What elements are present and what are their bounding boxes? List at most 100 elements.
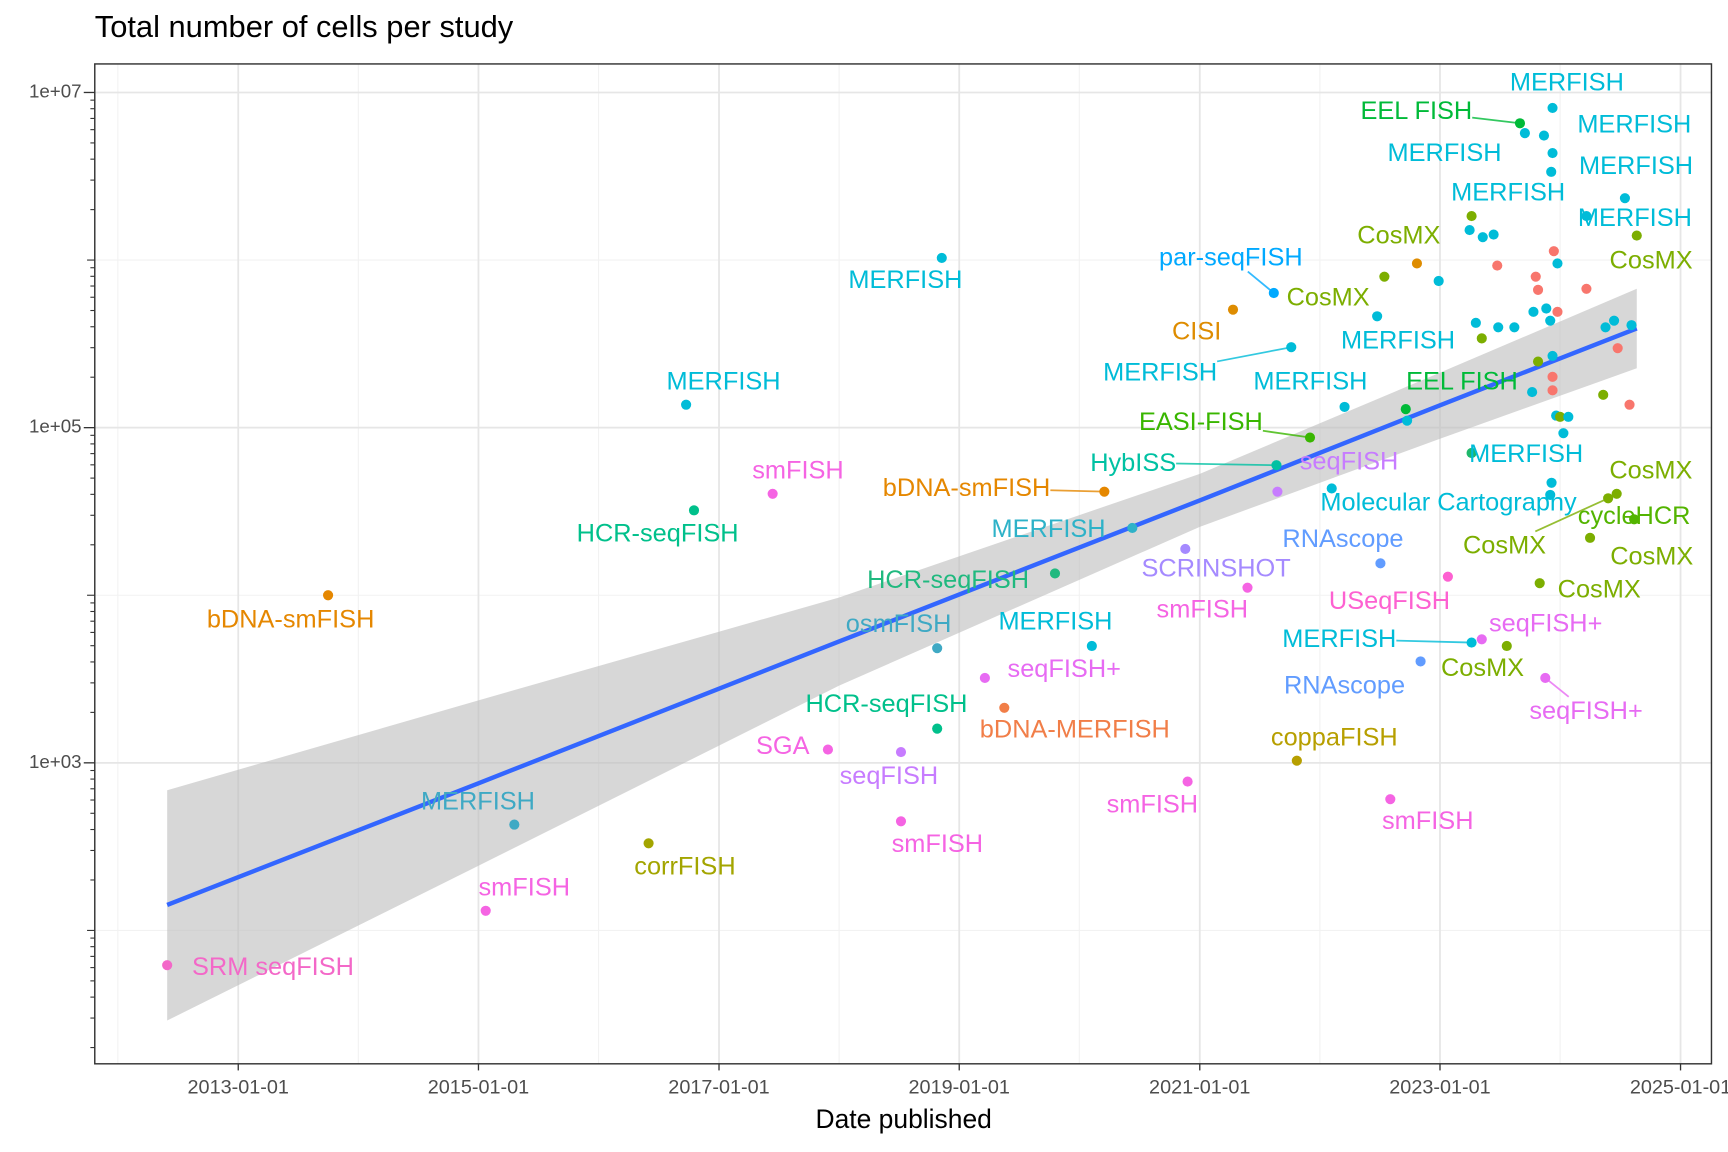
data-point — [1545, 489, 1556, 500]
data-point — [936, 252, 947, 263]
x-tick-label: 2019-01-01 — [909, 1076, 1010, 1098]
point-label: SRM seqFISH — [192, 953, 354, 981]
data-point — [1519, 128, 1530, 139]
data-point — [1099, 486, 1110, 497]
data-point — [1612, 343, 1623, 354]
data-point — [1598, 389, 1609, 400]
point-label: EEL FISH — [1406, 367, 1518, 395]
data-point — [1532, 284, 1544, 295]
point-label: EEL FISH — [1361, 97, 1473, 125]
point-label: HCR-seqFISH — [806, 690, 968, 718]
point-label: MERFISH — [1510, 68, 1624, 96]
point-label: MERFISH — [1577, 110, 1691, 138]
point-label: HCR-seqFISH — [577, 519, 739, 547]
point-label: par-seqFISH — [1159, 244, 1303, 272]
x-axis-title: Date published — [816, 1104, 992, 1134]
y-tick-label: 1e+07 — [29, 80, 82, 101]
data-point — [1476, 634, 1487, 645]
point-label: MERFISH — [1578, 204, 1692, 232]
label-leader — [1216, 346, 1292, 363]
data-point — [1626, 320, 1637, 331]
data-point — [1581, 211, 1592, 222]
data-point — [1600, 322, 1611, 333]
point-label: seqFISH+ — [1008, 655, 1121, 683]
data-point — [1442, 571, 1453, 582]
y-tick-label: 1e+03 — [29, 751, 82, 772]
point-label: CosMX — [1610, 247, 1693, 275]
data-point — [681, 399, 692, 410]
data-point — [1545, 315, 1556, 326]
data-point — [1631, 230, 1642, 241]
data-point — [1629, 514, 1640, 525]
point-label: RNAscope — [1282, 525, 1403, 553]
data-point — [643, 838, 654, 849]
data-point — [1608, 315, 1620, 326]
label-leader — [1534, 497, 1609, 533]
label-leader — [1544, 677, 1570, 698]
data-point — [1547, 102, 1558, 113]
point-label: smFISH — [1382, 807, 1474, 835]
data-point — [1548, 246, 1559, 257]
data-point — [999, 702, 1010, 713]
data-point — [1470, 317, 1481, 328]
data-point — [1466, 447, 1477, 459]
point-label: CISI — [1172, 317, 1221, 345]
plot-area — [162, 102, 1642, 1021]
point-label: MERFISH — [667, 367, 781, 395]
point-label: MERFISH — [998, 608, 1112, 636]
data-point — [979, 672, 990, 684]
chart-title: Total number of cells per study — [95, 9, 514, 44]
point-label: MERFISH — [1341, 326, 1455, 354]
label-leader — [1247, 270, 1275, 294]
data-point — [1527, 387, 1538, 398]
data-point — [895, 816, 907, 827]
data-point — [509, 819, 520, 830]
data-point — [1624, 399, 1635, 410]
data-point — [1584, 532, 1596, 543]
data-point — [1534, 578, 1545, 589]
data-point — [1509, 322, 1520, 333]
data-point — [1375, 558, 1386, 569]
data-point — [688, 505, 700, 516]
data-point — [1563, 411, 1574, 422]
point-label: bDNA-MERFISH — [980, 716, 1170, 744]
x-tick-label: 2023-01-01 — [1389, 1076, 1490, 1098]
data-point — [1291, 755, 1302, 766]
data-point — [1552, 258, 1563, 269]
data-point — [1547, 147, 1558, 159]
data-point — [1530, 271, 1541, 282]
data-point — [1528, 306, 1539, 317]
data-point — [1546, 166, 1557, 177]
point-label: MERFISH — [1579, 152, 1693, 180]
data-point — [1532, 356, 1544, 367]
x-tick-label: 2015-01-01 — [428, 1076, 529, 1098]
data-point — [1402, 415, 1413, 426]
data-point — [480, 905, 491, 916]
point-label: MERFISH — [1282, 625, 1396, 653]
point-label: MERFISH — [992, 515, 1106, 543]
data-point — [932, 723, 943, 734]
point-label: MERFISH — [1253, 367, 1367, 395]
data-point — [1547, 371, 1558, 382]
data-point — [1581, 283, 1592, 294]
point-label: seqFISH — [840, 762, 939, 790]
point-label: MERFISH — [848, 266, 962, 294]
data-point — [895, 746, 907, 758]
point-label: bDNA-smFISH — [883, 474, 1051, 502]
point-label: SCRINSHOT — [1142, 555, 1291, 583]
data-point — [1558, 428, 1569, 439]
label-leader — [1396, 639, 1472, 644]
data-point — [1400, 404, 1411, 415]
x-tick-label: 2025-01-01 — [1630, 1076, 1728, 1098]
data-point — [1611, 488, 1622, 499]
data-point — [1552, 306, 1563, 317]
point-label: CosMX — [1463, 531, 1546, 559]
data-point — [1127, 522, 1138, 534]
data-point — [1501, 640, 1512, 652]
data-point — [1227, 304, 1239, 315]
point-label: EASI-FISH — [1139, 408, 1263, 436]
label-leader — [1050, 489, 1105, 493]
data-point — [1433, 275, 1444, 287]
data-point — [1379, 271, 1390, 282]
point-label: MERFISH — [1469, 440, 1583, 468]
